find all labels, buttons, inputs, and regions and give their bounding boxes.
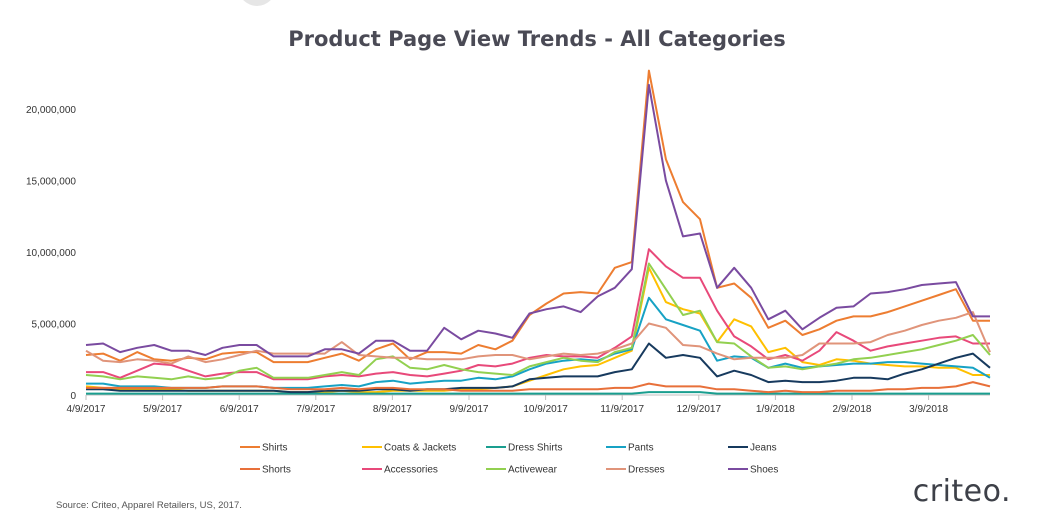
source-note: Source: Criteo, Apparel Retailers, US, 2… — [56, 500, 242, 511]
legend: Shirts Coats & Jackets Dress Shirts Pants Je… — [240, 443, 778, 476]
legend-label: Dress Shirts — [508, 443, 562, 454]
x-tick-label: 4/9/2017 — [67, 404, 106, 415]
y-tick-label: 20,000,000 — [26, 105, 76, 116]
y-tick-label: 5,000,000 — [32, 320, 77, 331]
x-tick-label: 11/9/2017 — [600, 404, 644, 415]
y-tick-label: 0 — [70, 391, 76, 402]
series-line-shirts — [85, 69, 990, 364]
legend-label: Coats & Jackets — [384, 443, 456, 454]
x-tick-label: 5/9/2017 — [143, 404, 182, 415]
y-tick-label: 15,000,000 — [26, 177, 76, 188]
series-line-jeans — [86, 342, 991, 394]
y-axis: 0 5,000,000 10,000,000 15,000,000 20,000,000 — [26, 105, 77, 402]
legend-label: Shirts — [262, 443, 288, 454]
series-line-shoes — [85, 83, 990, 358]
legend-item: Shoes — [728, 465, 778, 476]
legend-item: Shirts — [240, 443, 288, 454]
chart-title: Product Page View Trends - All Categorie… — [288, 27, 786, 51]
legend-item: Shorts — [240, 465, 291, 476]
x-tick-label: 2/9/2018 — [833, 404, 872, 415]
x-tick-label: 8/9/2017 — [373, 404, 412, 415]
series-line-shorts — [86, 381, 991, 394]
decorative-shape — [238, 0, 276, 6]
x-tick-label: 10/9/2017 — [523, 404, 568, 415]
series-line-activewear — [85, 262, 991, 381]
x-tick-label: 9/9/2017 — [450, 404, 489, 415]
x-tick-label: 6/9/2017 — [220, 404, 259, 415]
legend-label: Activewear — [508, 465, 558, 476]
brand-logo: criteo. — [912, 474, 1011, 509]
y-tick-label: 10,000,000 — [26, 248, 76, 259]
legend-label: Shoes — [750, 465, 778, 476]
series-line-dresses — [85, 311, 991, 365]
x-tick-label: 7/9/2017 — [296, 404, 335, 415]
legend-label: Accessories — [384, 465, 438, 476]
legend-item: Pants — [606, 443, 654, 454]
legend-label: Jeans — [750, 443, 777, 454]
legend-item: Dresses — [606, 465, 665, 476]
legend-label: Shorts — [262, 465, 291, 476]
x-tick-label: 1/9/2018 — [756, 404, 795, 415]
legend-label: Dresses — [628, 465, 665, 476]
legend-item: Activewear — [486, 465, 558, 476]
x-tick-label: 12/9/2017 — [677, 404, 722, 415]
series-line-dress-shirts — [86, 391, 990, 395]
legend-item: Coats & Jackets — [362, 443, 456, 454]
series-lines — [85, 69, 991, 395]
legend-item: Jeans — [728, 443, 777, 454]
x-axis: 4/9/2017 5/9/2017 6/9/2017 7/9/2017 8/9/2017… — [67, 394, 990, 415]
legend-item: Dress Shirts — [486, 443, 562, 454]
x-tick-label: 3/9/2018 — [909, 404, 948, 415]
legend-label: Pants — [628, 443, 654, 454]
legend-item: Accessories — [362, 465, 438, 476]
